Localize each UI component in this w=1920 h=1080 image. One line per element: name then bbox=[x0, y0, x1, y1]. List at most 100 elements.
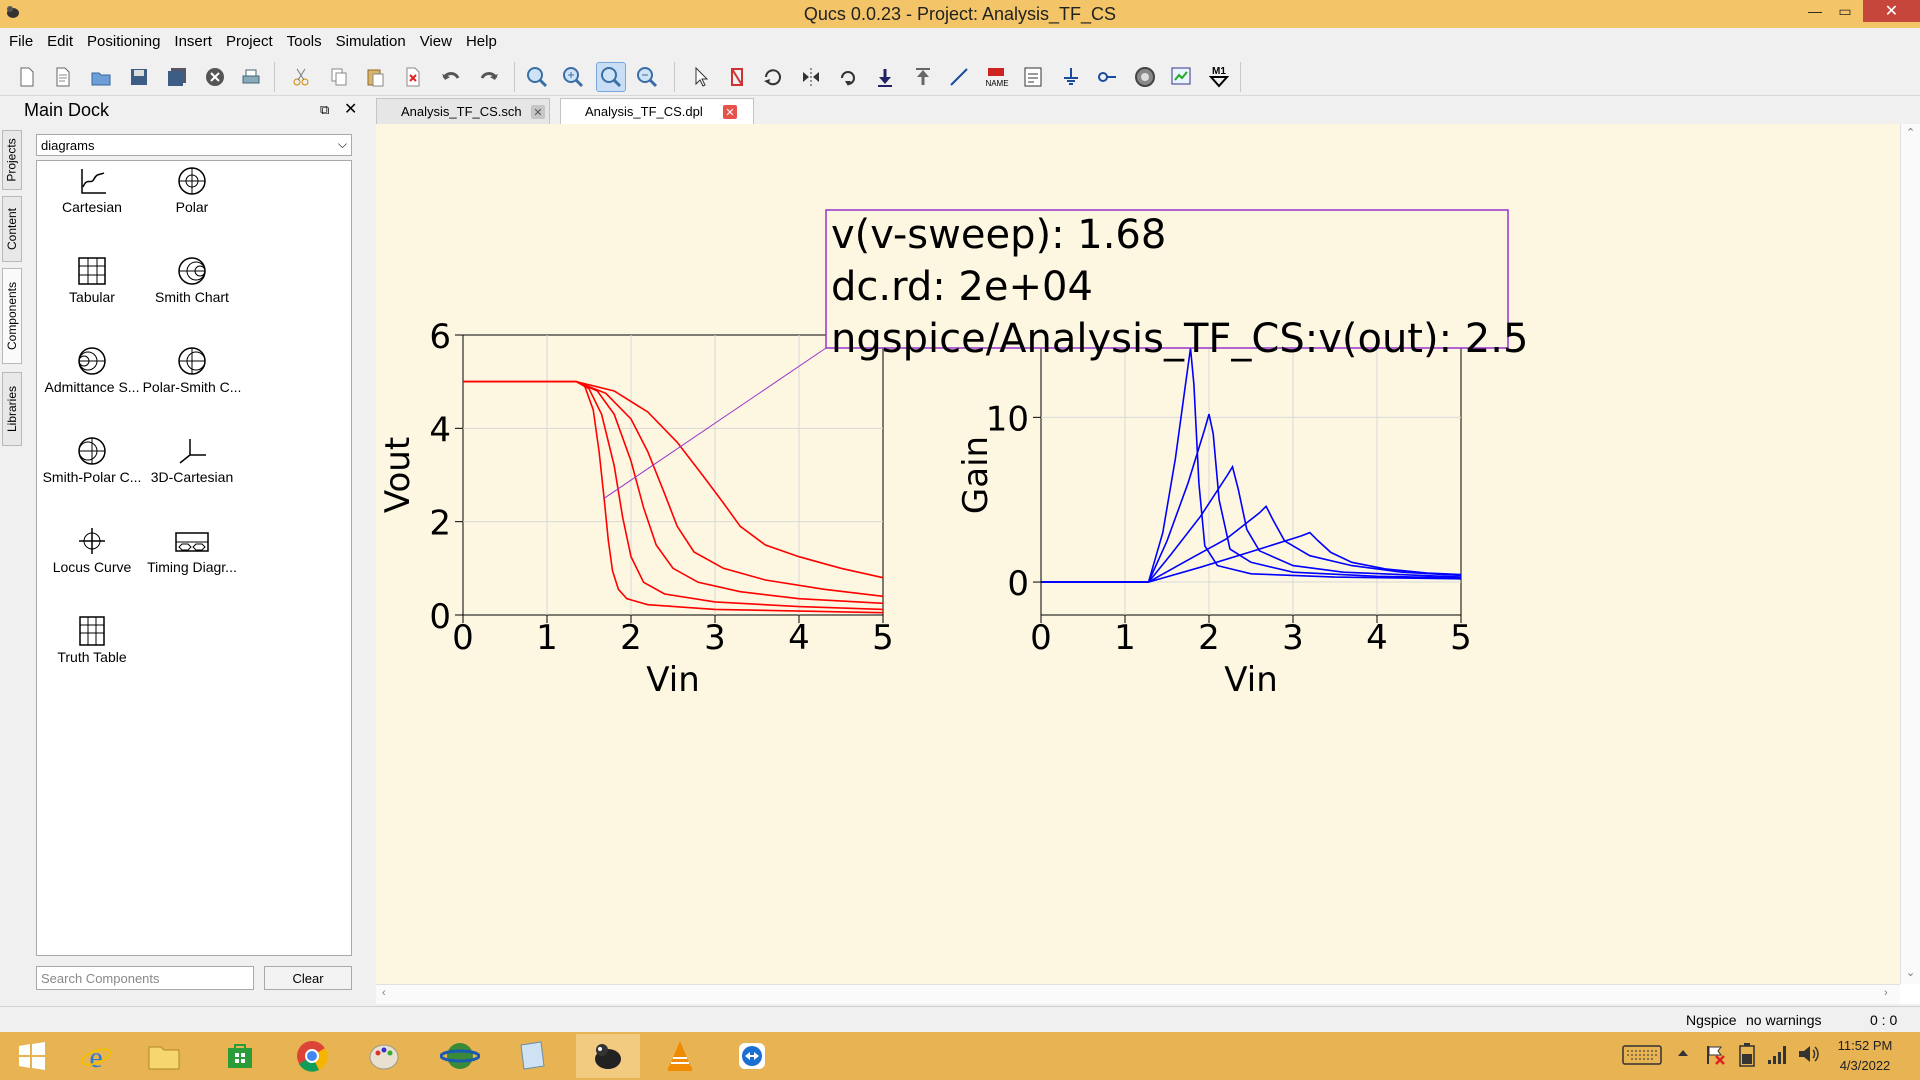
ie-icon[interactable]: e bbox=[64, 1034, 128, 1078]
paint-icon[interactable] bbox=[352, 1034, 416, 1078]
component-polar-smith[interactable]: Polar-Smith C... bbox=[137, 341, 247, 411]
series-line-2[interactable] bbox=[1041, 413, 1462, 583]
menu-positioning[interactable]: Positioning bbox=[87, 33, 161, 50]
explorer-icon[interactable] bbox=[132, 1034, 196, 1078]
series-line-2[interactable] bbox=[463, 380, 884, 611]
tab-content[interactable]: Content bbox=[2, 196, 22, 262]
zoom-out-icon[interactable] bbox=[632, 62, 662, 92]
series-line-1[interactable] bbox=[463, 380, 884, 614]
series-line-4[interactable] bbox=[463, 380, 884, 598]
save-icon[interactable] bbox=[124, 62, 154, 92]
ground-icon[interactable] bbox=[1056, 62, 1086, 92]
vout-chart[interactable]: 0 1 2 3 4 5 0 2 4 6 Vin Vout bbox=[378, 317, 894, 700]
category-select[interactable]: diagrams ⌵ bbox=[36, 134, 352, 156]
select-icon[interactable] bbox=[686, 62, 716, 92]
tab-close-icon[interactable]: ✕ bbox=[723, 105, 737, 119]
open-icon[interactable] bbox=[86, 62, 116, 92]
menu-help[interactable]: Help bbox=[465, 33, 497, 50]
canvas-area[interactable]: 0 1 2 3 4 5 0 2 4 6 Vin Vout 0 1 2 3 4 5 0 10 Vin Gain v(v-s… bbox=[376, 124, 1900, 984]
tab-projects[interactable]: Projects bbox=[2, 130, 22, 190]
wire-label-icon[interactable]: NAME bbox=[982, 62, 1012, 92]
gain-chart[interactable]: 0 1 2 3 4 5 0 10 Vin Gain bbox=[956, 334, 1472, 700]
mirror-x-icon[interactable] bbox=[796, 62, 826, 92]
show-hidden-icons[interactable] bbox=[1676, 1046, 1690, 1065]
series-line-5[interactable] bbox=[463, 380, 884, 579]
copy-icon[interactable] bbox=[324, 62, 354, 92]
component-smith-chart[interactable]: Smith Chart bbox=[137, 251, 247, 321]
wire-icon[interactable] bbox=[944, 62, 974, 92]
dock-float-icon[interactable]: ⧉ bbox=[320, 102, 330, 117]
clock-date[interactable]: 4/3/2022 bbox=[1839, 1058, 1891, 1073]
menu-edit[interactable]: Edit bbox=[47, 33, 74, 50]
component-cartesian[interactable]: Cartesian bbox=[37, 161, 147, 231]
scroll-left-icon[interactable]: ‹ bbox=[382, 987, 386, 999]
marker-group[interactable]: v(v-sweep): 1.68 dc.rd: 2e+04 ngspice/An… bbox=[603, 209, 1528, 499]
series-line-5[interactable] bbox=[1041, 531, 1462, 583]
chrome-icon[interactable] bbox=[280, 1034, 344, 1078]
zoom-fit-icon[interactable] bbox=[522, 62, 552, 92]
qucs-icon[interactable] bbox=[576, 1034, 640, 1078]
paste-icon[interactable] bbox=[360, 62, 390, 92]
undo-icon[interactable] bbox=[436, 62, 466, 92]
simulate-icon[interactable] bbox=[1130, 62, 1160, 92]
component-smith-polar[interactable]: Smith-Polar C... bbox=[37, 431, 147, 501]
deactivate-icon[interactable] bbox=[722, 62, 752, 92]
zoom-in-icon[interactable] bbox=[558, 62, 588, 92]
series-line-3[interactable] bbox=[463, 380, 884, 605]
notes-icon[interactable] bbox=[500, 1034, 564, 1078]
display-canvas[interactable]: 0 1 2 3 4 5 0 2 4 6 Vin Vout 0 1 2 3 4 5 0 10 Vin Gain v(v-s… bbox=[376, 124, 1920, 1004]
marker-box[interactable] bbox=[825, 209, 1509, 349]
scroll-down-icon[interactable]: ⌄ bbox=[1906, 967, 1916, 979]
component-timing-diagram[interactable]: Timing Diagr... bbox=[137, 521, 247, 591]
minimize-button[interactable]: — bbox=[1808, 3, 1822, 19]
view-data-icon[interactable] bbox=[1166, 62, 1196, 92]
battery-icon[interactable] bbox=[1736, 1042, 1758, 1073]
action-center-icon[interactable] bbox=[1704, 1044, 1726, 1071]
tab-libraries[interactable]: Libraries bbox=[2, 372, 22, 446]
rotate-icon[interactable] bbox=[758, 62, 788, 92]
clear-button[interactable]: Clear bbox=[264, 966, 352, 990]
component-locus-curve[interactable]: Locus Curve bbox=[37, 521, 147, 591]
tab-schematic[interactable]: Analysis_TF_CS.sch ✕ bbox=[376, 98, 550, 124]
maximize-button[interactable]: ▭ bbox=[1838, 2, 1852, 19]
teamviewer-icon[interactable] bbox=[720, 1034, 784, 1078]
scroll-up-icon[interactable]: ⌃ bbox=[1906, 127, 1916, 139]
menu-insert[interactable]: Insert bbox=[174, 33, 212, 50]
new-file-icon[interactable] bbox=[12, 62, 42, 92]
vlc-icon[interactable] bbox=[648, 1034, 712, 1078]
marker-icon[interactable]: M1 bbox=[1204, 62, 1234, 92]
globe-app-icon[interactable] bbox=[428, 1034, 492, 1078]
component-3d-cartesian[interactable]: 3D-Cartesian bbox=[137, 431, 247, 501]
component-polar[interactable]: Polar bbox=[137, 161, 247, 231]
menu-simulation[interactable]: Simulation bbox=[335, 33, 406, 50]
component-admittance-smith[interactable]: Admittance S... bbox=[37, 341, 147, 411]
tab-close-icon[interactable]: ✕ bbox=[531, 105, 545, 119]
component-truth-table[interactable]: Truth Table bbox=[37, 611, 147, 681]
scroll-right-icon[interactable]: › bbox=[1884, 987, 1888, 999]
start-icon[interactable] bbox=[0, 1034, 64, 1078]
zoom-selection-icon[interactable] bbox=[596, 62, 626, 92]
qucs-app-icon[interactable] bbox=[4, 3, 22, 21]
series-line-3[interactable] bbox=[1041, 464, 1462, 583]
save-all-icon[interactable] bbox=[162, 62, 192, 92]
tab-components[interactable]: Components bbox=[2, 268, 22, 364]
series-line-1[interactable] bbox=[1041, 348, 1462, 583]
close-doc-icon[interactable] bbox=[200, 62, 230, 92]
new-text-icon[interactable] bbox=[48, 62, 78, 92]
horizontal-scrollbar[interactable]: ‹ › bbox=[376, 984, 1900, 1004]
cut-icon[interactable] bbox=[286, 62, 316, 92]
exit-subcircuit-icon[interactable] bbox=[908, 62, 938, 92]
menu-view[interactable]: View bbox=[419, 33, 452, 50]
volume-icon[interactable] bbox=[1796, 1042, 1820, 1071]
equation-icon[interactable] bbox=[1018, 62, 1048, 92]
menu-tools[interactable]: Tools bbox=[286, 33, 322, 50]
vertical-scrollbar[interactable]: ⌃ ⌄ bbox=[1900, 124, 1920, 984]
component-tabular[interactable]: Tabular bbox=[37, 251, 147, 321]
tab-display[interactable]: Analysis_TF_CS.dpl ✕ bbox=[560, 98, 754, 124]
redo-icon[interactable] bbox=[474, 62, 504, 92]
dock-close-icon[interactable]: ✕ bbox=[344, 101, 358, 118]
menu-file[interactable]: File bbox=[9, 33, 34, 50]
network-icon[interactable] bbox=[1766, 1042, 1790, 1071]
close-button[interactable]: ✕ bbox=[1863, 0, 1920, 22]
delete-icon[interactable] bbox=[398, 62, 428, 92]
